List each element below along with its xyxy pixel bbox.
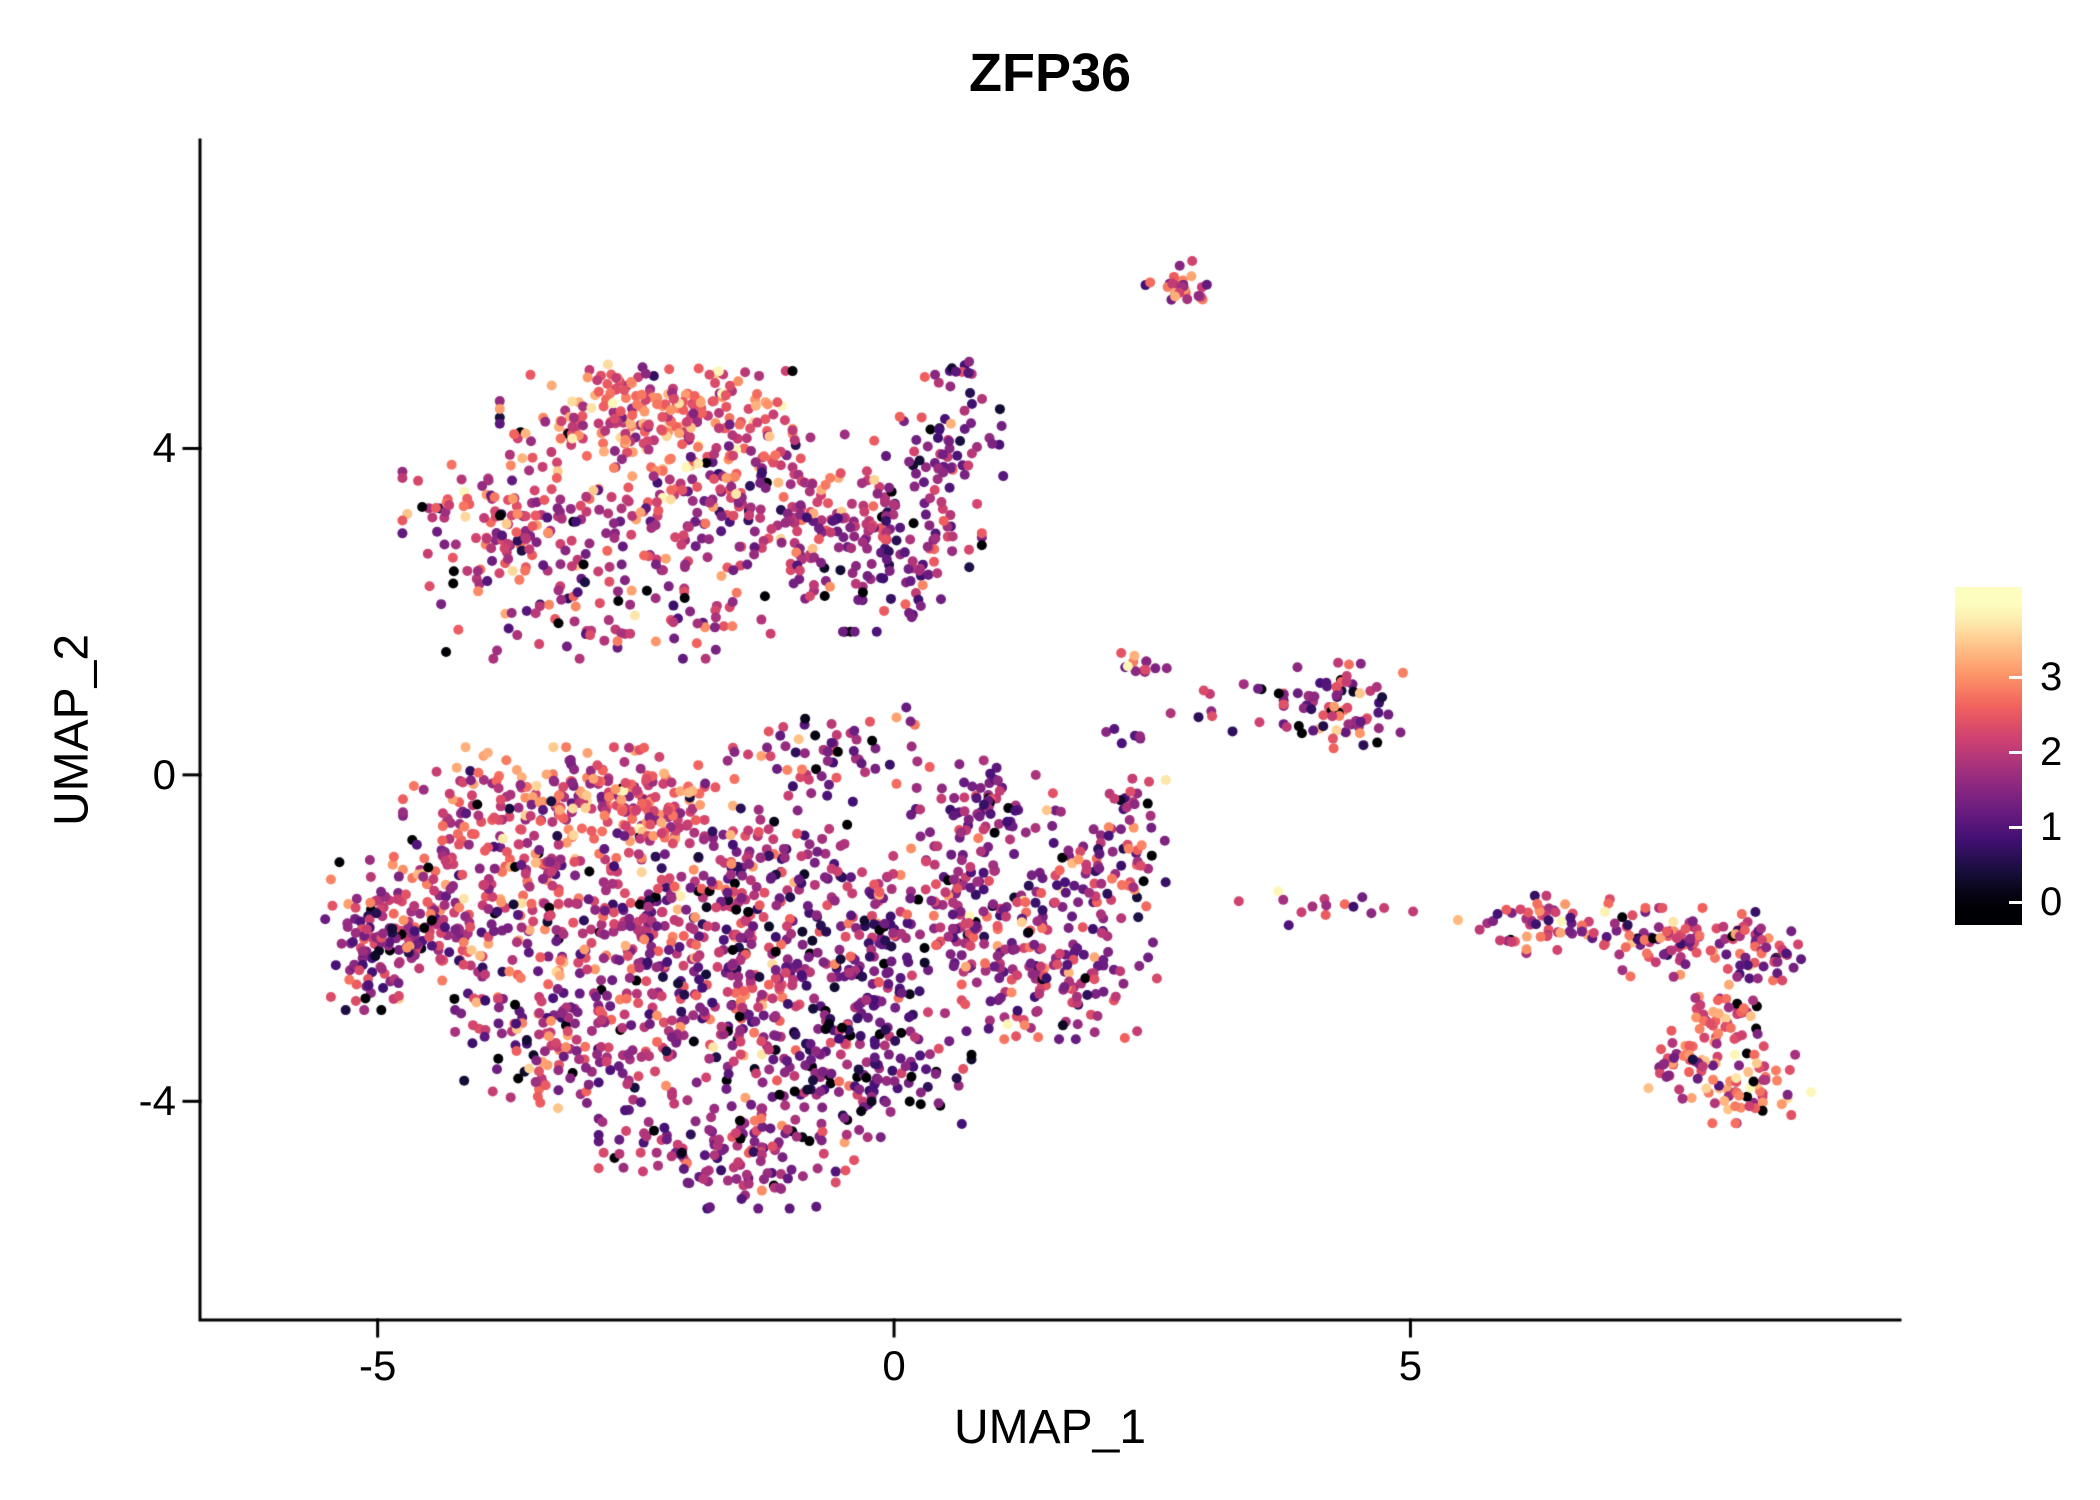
x-tick-label: 0 bbox=[882, 1342, 906, 1389]
y-tick-label: -4 bbox=[138, 1077, 176, 1125]
colorbar-tick-label: 3 bbox=[2040, 655, 2063, 700]
x-tick-label: 5 bbox=[1398, 1342, 1423, 1389]
chart-title: ZFP36 bbox=[968, 43, 1132, 103]
colorbar-tick-mark bbox=[2009, 675, 2022, 679]
y-tick-label: 4 bbox=[152, 424, 176, 472]
colorbar-tick-label: 0 bbox=[2040, 880, 2063, 925]
colorbar-tick-label: 1 bbox=[2040, 805, 2063, 850]
colorbar-tick-label: 2 bbox=[2040, 730, 2063, 775]
x-tick-label: -5 bbox=[358, 1342, 397, 1389]
y-tick-label: 0 bbox=[152, 750, 176, 798]
x-axis-label: UMAP_1 bbox=[953, 1401, 1147, 1454]
colorbar-legend bbox=[1955, 587, 2022, 925]
colorbar-tick-mark bbox=[2009, 750, 2022, 754]
colorbar-tick-mark bbox=[2009, 825, 2022, 829]
colorbar-tick-mark bbox=[2009, 900, 2022, 904]
